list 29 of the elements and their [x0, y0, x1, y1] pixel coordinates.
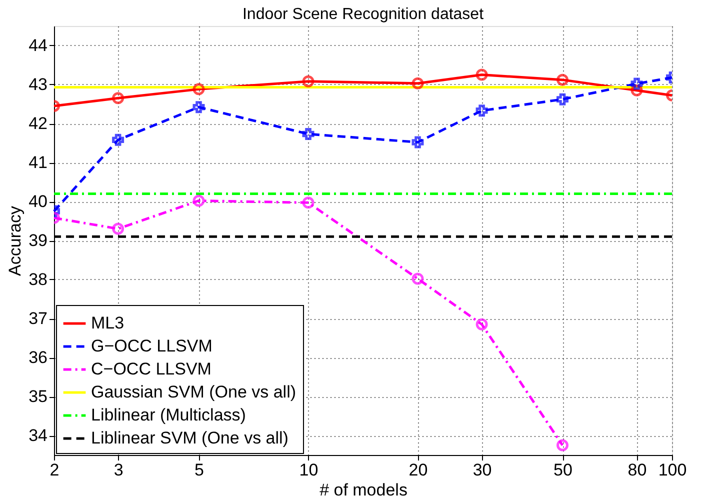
x-tick-label: 10 — [299, 460, 318, 480]
y-tick-label: 44 — [28, 36, 48, 55]
x-tick-label: 3 — [114, 460, 124, 480]
legend-label: Liblinear (Multiclass) — [91, 406, 246, 424]
y-tick-label: 40 — [28, 192, 48, 211]
x-tick-label: 50 — [554, 460, 572, 480]
legend-label: C−OCC LLSVM — [91, 360, 212, 378]
y-tick-label: 42 — [28, 114, 48, 133]
x-tick-label: 2 — [50, 460, 60, 480]
x-tick-label: 80 — [628, 460, 647, 480]
x-tick-label: 100 — [658, 460, 687, 480]
y-tick-label: 36 — [28, 348, 48, 367]
y-tick-label: 34 — [28, 426, 48, 445]
x-axis-title: # of models — [320, 480, 408, 500]
y-tick-label: 39 — [28, 231, 48, 250]
x-tick-label: 5 — [194, 460, 204, 480]
y-tick-label: 37 — [28, 309, 48, 328]
y-tick-label: 41 — [28, 153, 48, 172]
x-tick-label: 30 — [472, 460, 492, 480]
y-tick-label: 43 — [28, 75, 48, 94]
legend-label: ML3 — [91, 314, 124, 332]
legend-label: G−OCC LLSVM — [91, 336, 212, 356]
y-axis-title: Accuracy — [6, 206, 25, 276]
y-tick-label: 38 — [28, 270, 48, 289]
legend-label: Liblinear SVM (One vs all) — [91, 428, 288, 448]
y-tick-label: 35 — [28, 387, 48, 406]
x-tick-label: 20 — [408, 460, 428, 480]
legend-label: Gaussian SVM (One vs all) — [91, 382, 296, 402]
chart-title: Indoor Scene Recognition dataset — [242, 6, 484, 23]
